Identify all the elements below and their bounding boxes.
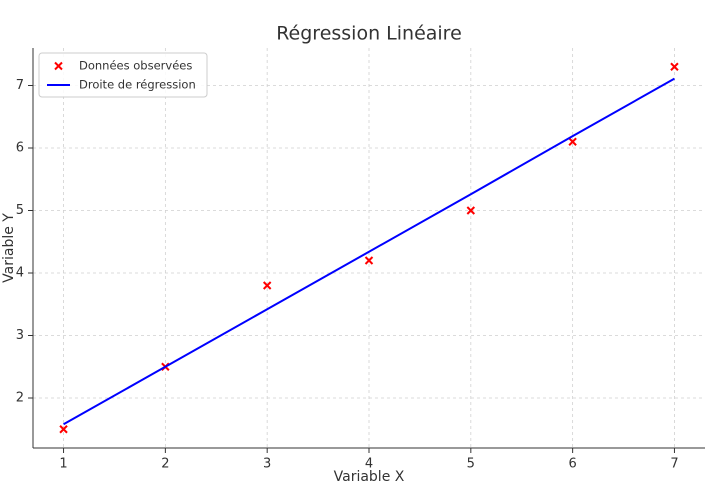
chart-title: Régression Linéaire <box>276 23 462 45</box>
x-tick-label: 3 <box>263 457 271 472</box>
scatter-point <box>262 281 272 290</box>
y-tick-label: 7 <box>16 78 24 93</box>
legend-label: Droite de régression <box>79 78 196 92</box>
x-tick-label: 1 <box>59 457 67 472</box>
scatter-point <box>364 256 374 265</box>
legend-entry: Données observées <box>54 59 192 73</box>
y-tick-label: 2 <box>16 391 24 406</box>
scatter-point <box>59 425 68 434</box>
x-tick-label: 2 <box>161 457 169 472</box>
x-axis-label: Variable X <box>334 469 405 485</box>
y-tick-label: 5 <box>16 203 24 218</box>
legend-entry: Droite de régression <box>47 78 196 92</box>
x-tick-label: 4 <box>365 457 373 472</box>
y-tick-label: 6 <box>16 141 24 156</box>
y-tick-label: 3 <box>16 328 24 343</box>
scatter-point <box>670 62 679 71</box>
scatter-point <box>568 137 577 146</box>
legend-marker <box>54 61 63 71</box>
x-tick-label: 7 <box>670 457 678 472</box>
x-tick-label: 6 <box>568 457 576 472</box>
y-tick-label: 4 <box>16 266 24 281</box>
scatter-point <box>466 206 476 215</box>
legend-label: Données observées <box>79 59 192 73</box>
legend-box <box>38 52 208 98</box>
x-tick-label: 5 <box>467 457 475 472</box>
y-axis-label: Variable Y <box>1 213 17 283</box>
regression-line <box>63 77 675 426</box>
